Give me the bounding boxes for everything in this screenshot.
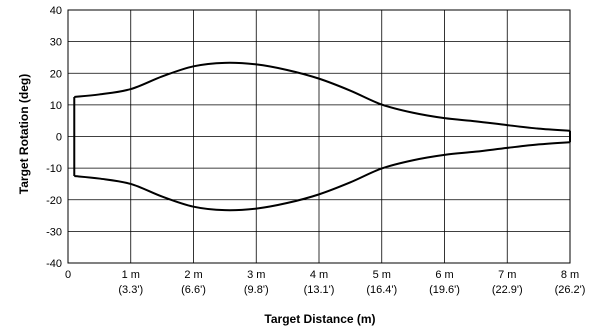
x-tick-sublabel: (16.4') xyxy=(366,284,397,296)
plot-frame xyxy=(67,9,571,264)
x-tick-sublabel: (6.6') xyxy=(181,284,206,296)
x-tick-sublabel: (26.2') xyxy=(555,284,586,296)
y-tick-label: -40 xyxy=(46,258,62,270)
x-tick-label: 8 m xyxy=(561,269,579,281)
y-tick-label: 10 xyxy=(50,100,62,112)
x-tick-label: 0 xyxy=(65,269,71,281)
x-tick-sublabel: (19.6') xyxy=(429,284,460,296)
x-tick-label: 4 m xyxy=(310,269,328,281)
y-tick-label: -20 xyxy=(46,195,62,207)
y-tick-label: 30 xyxy=(50,37,62,49)
lower-envelope-line xyxy=(74,141,571,212)
x-tick-sublabel: (9.8') xyxy=(244,284,269,296)
upper-envelope-line xyxy=(74,61,571,132)
x-tick-label: 1 m xyxy=(122,269,140,281)
x-tick-label: 3 m xyxy=(247,269,265,281)
x-tick-sublabel: (13.1') xyxy=(304,284,335,296)
y-axis-title: Target Rotation (deg) xyxy=(17,74,31,194)
x-tick-sublabel: (22.9') xyxy=(492,284,523,296)
x-tick-label: 7 m xyxy=(498,269,516,281)
y-tick-labels: 40 30 20 10 0 -10 -20 -30 -40 xyxy=(46,5,62,270)
x-axis-title: Target Distance (m) xyxy=(264,312,375,326)
y-tick-label: 20 xyxy=(50,68,62,80)
y-tick-label: 40 xyxy=(50,5,62,17)
x-tick-labels: 0 1 m (3.3') 2 m (6.6') 3 m (9.8') 4 m (13.1') 5 … xyxy=(65,269,585,296)
x-tick-sublabel: (3.3') xyxy=(118,284,143,296)
y-tick-label: -10 xyxy=(46,163,62,175)
x-tick-label: 6 m xyxy=(435,269,453,281)
x-tick-label: 5 m xyxy=(373,269,391,281)
y-tick-label: 0 xyxy=(56,132,62,144)
x-tick-label: 2 m xyxy=(184,269,202,281)
gridlines xyxy=(67,9,571,264)
y-tick-label: -30 xyxy=(46,226,62,238)
